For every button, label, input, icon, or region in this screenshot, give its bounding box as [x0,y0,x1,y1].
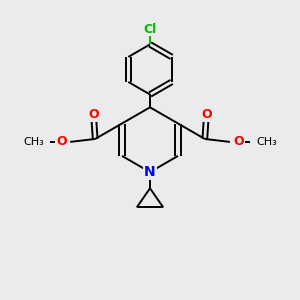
Text: CH₃: CH₃ [23,137,44,147]
Text: O: O [56,135,67,148]
Text: N: N [144,165,156,179]
Text: O: O [201,108,211,121]
Text: CH₃: CH₃ [256,137,277,147]
Text: O: O [88,108,99,121]
Text: Cl: Cl [143,22,157,36]
Text: O: O [233,135,244,148]
